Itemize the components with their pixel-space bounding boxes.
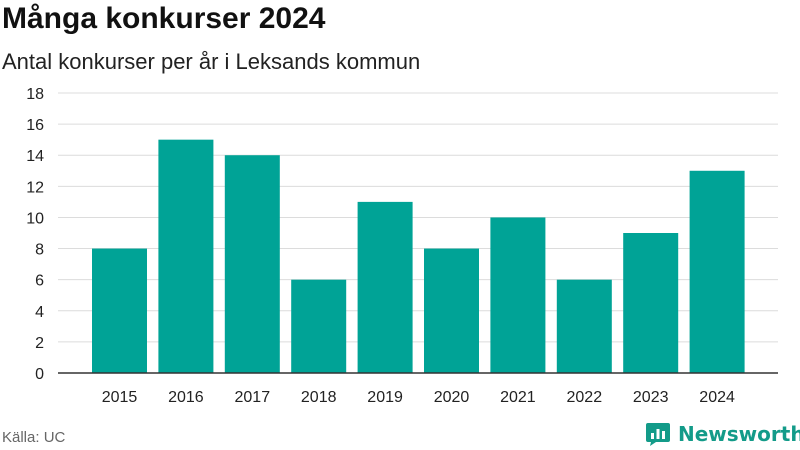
chart-title: Många konkurser 2024 [2, 2, 326, 35]
chart-subtitle: Antal konkurser per år i Leksands kommun [2, 49, 421, 74]
bar-2019 [357, 201, 413, 373]
bar-2018 [291, 279, 347, 373]
y-tick-label: 4 [35, 304, 44, 321]
bar-2015 [92, 248, 147, 373]
bar-2020 [424, 248, 479, 373]
y-tick-label: 18 [26, 86, 44, 103]
x-tick-label: 2018 [301, 389, 337, 406]
x-tick-label: 2020 [434, 389, 470, 406]
x-tick-label: 2016 [168, 389, 204, 406]
x-tick-label: 2021 [500, 389, 536, 406]
x-tick-label: 2022 [567, 389, 603, 406]
y-tick-label: 14 [26, 148, 44, 165]
x-tick-label: 2023 [633, 389, 669, 406]
y-tick-label: 2 [35, 335, 44, 352]
y-tick-label: 16 [26, 117, 44, 134]
bar-2021 [490, 217, 546, 373]
y-tick-label: 8 [35, 242, 44, 259]
bar-2023 [623, 233, 679, 373]
bar-2016 [158, 139, 214, 373]
newsworthy-logo-icon [646, 423, 670, 446]
bar-2024 [689, 170, 745, 373]
y-tick-label: 12 [26, 179, 44, 196]
bar-2022 [556, 279, 612, 373]
x-tick-label: 2015 [102, 389, 138, 406]
brand-name: Newsworthy [678, 422, 800, 446]
brand-logo: Newsworthy [645, 420, 800, 448]
bar-2017 [224, 155, 280, 373]
y-tick-label: 10 [26, 210, 44, 227]
source-note: Källa: UC [2, 429, 66, 446]
x-tick-label: 2017 [235, 389, 271, 406]
y-tick-label: 0 [35, 366, 44, 383]
x-tick-label: 2019 [367, 389, 403, 406]
x-tick-label: 2024 [699, 389, 735, 406]
y-tick-label: 6 [35, 273, 44, 290]
